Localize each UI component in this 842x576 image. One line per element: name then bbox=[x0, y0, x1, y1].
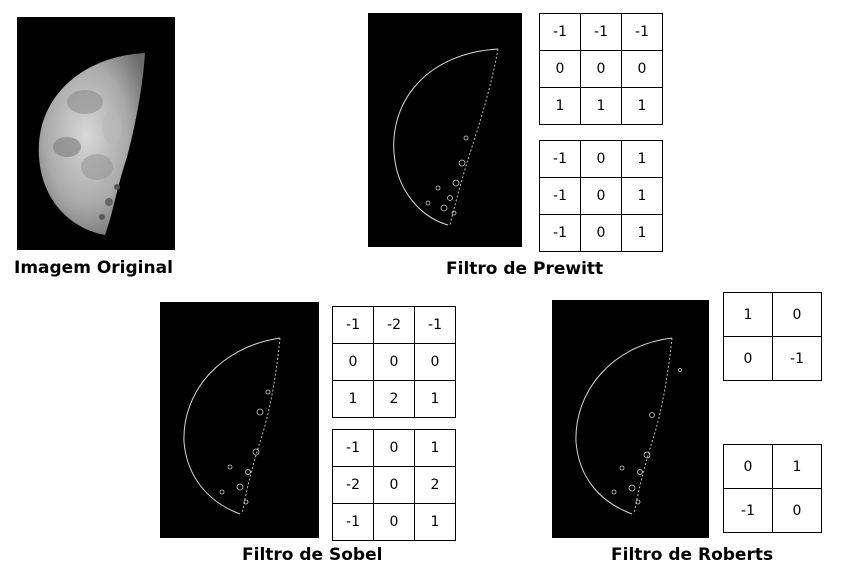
kernel-cell: -1 bbox=[332, 503, 374, 541]
kernel-cell: 1 bbox=[539, 87, 581, 125]
kernel-cell: 0 bbox=[580, 177, 622, 215]
prewitt-kernel-horizontal: -1 -1 -1 0 0 0 1 1 1 bbox=[539, 13, 663, 125]
kernel-cell: -1 bbox=[723, 488, 773, 533]
kernel-cell: -2 bbox=[332, 466, 374, 504]
kernel-cell: 0 bbox=[373, 503, 415, 541]
kernel-cell: -1 bbox=[414, 306, 456, 344]
kernel-cell: 1 bbox=[621, 214, 663, 252]
kernel-cell: 0 bbox=[373, 466, 415, 504]
kernel-cell: 1 bbox=[414, 503, 456, 541]
kernel-cell: 1 bbox=[580, 87, 622, 125]
kernel-cell: 1 bbox=[621, 140, 663, 178]
kernel-cell: 0 bbox=[580, 214, 622, 252]
kernel-cell: -1 bbox=[332, 306, 374, 344]
kernel-cell: 1 bbox=[621, 177, 663, 215]
prewitt-edge-image bbox=[368, 13, 522, 247]
kernel-row: -1 0 1 bbox=[332, 503, 456, 541]
kernel-cell: 0 bbox=[772, 488, 822, 533]
kernel-cell: 0 bbox=[373, 343, 415, 381]
kernel-cell: 0 bbox=[539, 50, 581, 88]
kernel-cell: 0 bbox=[723, 336, 773, 381]
kernel-cell: 0 bbox=[580, 50, 622, 88]
kernel-row: 0 1 bbox=[723, 444, 822, 489]
kernel-cell: 0 bbox=[373, 429, 415, 467]
kernel-row: -1 0 1 bbox=[539, 140, 663, 178]
sobel-kernel-vertical: -1 0 1 -2 0 2 -1 0 1 bbox=[332, 429, 456, 541]
prewitt-kernel-vertical: -1 0 1 -1 0 1 -1 0 1 bbox=[539, 140, 663, 252]
kernel-cell: -1 bbox=[539, 140, 581, 178]
original-moon-image bbox=[17, 17, 175, 250]
kernel-cell: -1 bbox=[539, 177, 581, 215]
kernel-row: 1 0 bbox=[723, 292, 822, 337]
kernel-cell: -1 bbox=[621, 13, 663, 51]
kernel-cell: 0 bbox=[621, 50, 663, 88]
roberts-kernel-2: 0 1 -1 0 bbox=[723, 444, 822, 533]
kernel-row: 0 0 0 bbox=[332, 343, 456, 381]
kernel-cell: 1 bbox=[414, 380, 456, 418]
kernel-row: -1 0 1 bbox=[539, 177, 663, 215]
kernel-row: 1 1 1 bbox=[539, 87, 663, 125]
kernel-cell: -1 bbox=[539, 13, 581, 51]
kernel-cell: -1 bbox=[332, 429, 374, 467]
kernel-cell: 1 bbox=[772, 444, 822, 489]
kernel-cell: 0 bbox=[723, 444, 773, 489]
kernel-row: -1 0 1 bbox=[332, 429, 456, 467]
kernel-row: 0 0 0 bbox=[539, 50, 663, 88]
kernel-cell: 1 bbox=[332, 380, 374, 418]
kernel-cell: 1 bbox=[723, 292, 773, 337]
caption-prewitt: Filtro de Prewitt bbox=[446, 259, 604, 279]
kernel-row: -2 0 2 bbox=[332, 466, 456, 504]
kernel-cell: -2 bbox=[373, 306, 415, 344]
kernel-cell: -1 bbox=[772, 336, 822, 381]
kernel-cell: 1 bbox=[621, 87, 663, 125]
caption-original: Imagem Original bbox=[14, 258, 173, 278]
kernel-row: 1 2 1 bbox=[332, 380, 456, 418]
kernel-cell: 0 bbox=[580, 140, 622, 178]
caption-roberts: Filtro de Roberts bbox=[611, 545, 774, 565]
kernel-cell: 1 bbox=[414, 429, 456, 467]
kernel-row: -1 -2 -1 bbox=[332, 306, 456, 344]
kernel-row: 0 -1 bbox=[723, 336, 822, 381]
roberts-edge-image bbox=[552, 300, 709, 538]
kernel-cell: 0 bbox=[414, 343, 456, 381]
kernel-row: -1 -1 -1 bbox=[539, 13, 663, 51]
sobel-edge-image bbox=[160, 302, 319, 538]
kernel-cell: 2 bbox=[414, 466, 456, 504]
kernel-cell: 2 bbox=[373, 380, 415, 418]
caption-sobel: Filtro de Sobel bbox=[242, 545, 383, 565]
kernel-cell: -1 bbox=[539, 214, 581, 252]
kernel-row: -1 0 1 bbox=[539, 214, 663, 252]
kernel-cell: 0 bbox=[332, 343, 374, 381]
kernel-cell: -1 bbox=[580, 13, 622, 51]
kernel-cell: 0 bbox=[772, 292, 822, 337]
kernel-row: -1 0 bbox=[723, 488, 822, 533]
sobel-kernel-horizontal: -1 -2 -1 0 0 0 1 2 1 bbox=[332, 306, 456, 418]
roberts-kernel-1: 1 0 0 -1 bbox=[723, 292, 822, 381]
